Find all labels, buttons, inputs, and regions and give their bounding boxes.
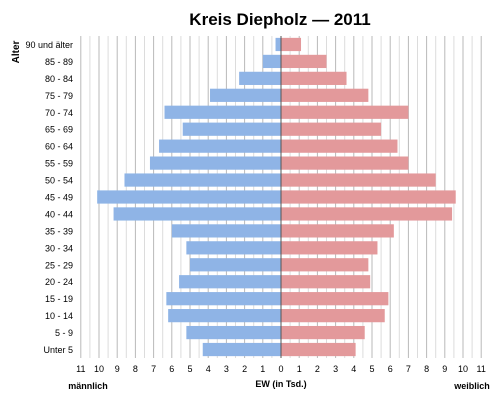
right-side-label: weiblich xyxy=(453,381,490,391)
bar-weiblich-17 xyxy=(281,325,365,340)
category-label: 25 - 29 xyxy=(45,260,73,270)
bar-maennlich-0 xyxy=(275,37,281,52)
x-tick-label: 7 xyxy=(406,364,411,374)
x-tick-label: 11 xyxy=(477,364,486,374)
category-label: 30 - 34 xyxy=(45,243,73,253)
left-side-label: männlich xyxy=(68,381,108,391)
x-tick-label: 6 xyxy=(388,364,393,374)
category-label: 85 - 89 xyxy=(45,57,73,67)
bar-weiblich-3 xyxy=(281,88,369,102)
x-tick-label: 1 xyxy=(297,364,302,374)
bar-weiblich-14 xyxy=(281,275,371,289)
bar-weiblich-7 xyxy=(281,156,409,170)
bar-maennlich-15 xyxy=(166,292,281,306)
bar-maennlich-11 xyxy=(171,224,281,238)
bar-weiblich-8 xyxy=(281,173,436,187)
x-tick-label: 3 xyxy=(333,364,338,374)
x-tick-label: 3 xyxy=(224,364,229,374)
x-tick-label: 4 xyxy=(351,364,356,374)
bar-weiblich-16 xyxy=(281,309,385,323)
category-label: Unter 5 xyxy=(43,345,73,355)
bar-weiblich-15 xyxy=(281,292,389,306)
bar-weiblich-13 xyxy=(281,258,369,272)
bar-weiblich-9 xyxy=(281,190,456,204)
x-tick-label: 10 xyxy=(94,364,104,374)
bar-maennlich-1 xyxy=(262,54,281,69)
category-label: 80 - 84 xyxy=(45,74,73,84)
x-tick-label: 8 xyxy=(133,364,138,374)
bar-weiblich-5 xyxy=(281,122,382,136)
bar-weiblich-6 xyxy=(281,139,398,153)
category-label: 70 - 74 xyxy=(45,108,73,118)
x-tick-label: 5 xyxy=(187,364,192,374)
x-tick-label: 1 xyxy=(260,364,265,374)
x-tick-label: 2 xyxy=(315,364,320,374)
bar-maennlich-10 xyxy=(113,207,281,221)
bar-weiblich-11 xyxy=(281,224,394,238)
bar-maennlich-13 xyxy=(190,258,281,272)
y-axis-label: Alter xyxy=(11,41,22,64)
x-tick-label: 7 xyxy=(151,364,156,374)
category-label: 20 - 24 xyxy=(45,277,73,287)
category-label: 55 - 59 xyxy=(45,159,73,169)
bar-maennlich-8 xyxy=(124,173,281,187)
bar-weiblich-0 xyxy=(281,37,302,52)
bars xyxy=(97,37,456,357)
category-labels: 90 und älter 85 - 89 80 - 84 75 - 79 70 - 74… xyxy=(25,40,73,355)
x-tick-label: 11 xyxy=(76,364,85,374)
x-tick-label: 2 xyxy=(242,364,247,374)
x-tick-label: 0 xyxy=(278,364,283,374)
bar-maennlich-12 xyxy=(186,241,281,255)
bar-maennlich-14 xyxy=(179,275,281,289)
category-label: 60 - 64 xyxy=(45,142,73,152)
x-tick-label: 9 xyxy=(115,364,120,374)
category-label: 45 - 49 xyxy=(45,193,73,203)
bar-weiblich-18 xyxy=(281,342,356,357)
bar-weiblich-1 xyxy=(281,54,327,69)
category-label: 35 - 39 xyxy=(45,226,73,236)
category-label: 50 - 54 xyxy=(45,176,73,186)
bar-maennlich-2 xyxy=(239,71,281,85)
bar-maennlich-16 xyxy=(168,309,281,323)
x-tick-labels: 11 10 9 8 7 6 5 4 3 2 1 0 1 2 3 4 5 6 7 8 9 10 11 xyxy=(76,364,486,374)
x-tick-label: 5 xyxy=(369,364,374,374)
bar-maennlich-17 xyxy=(186,325,281,340)
bar-maennlich-9 xyxy=(97,190,282,204)
x-tick-label: 8 xyxy=(424,364,429,374)
category-label: 5 - 9 xyxy=(55,328,73,338)
x-tick-label: 4 xyxy=(206,364,211,374)
x-tick-label: 6 xyxy=(169,364,174,374)
bar-maennlich-6 xyxy=(159,139,281,153)
category-label: 65 - 69 xyxy=(45,125,73,135)
category-label: 15 - 19 xyxy=(45,294,73,304)
x-tick-label: 10 xyxy=(458,364,468,374)
bar-maennlich-5 xyxy=(182,122,281,136)
bar-maennlich-3 xyxy=(210,88,281,102)
x-tick-label: 9 xyxy=(442,364,447,374)
bar-maennlich-4 xyxy=(164,105,281,119)
bar-weiblich-12 xyxy=(281,241,378,255)
bar-maennlich-18 xyxy=(202,342,281,357)
bar-maennlich-7 xyxy=(149,156,281,170)
bar-weiblich-2 xyxy=(281,71,347,85)
chart-title: Kreis Diepholz — 2011 xyxy=(189,10,370,29)
category-label: 75 - 79 xyxy=(45,91,73,101)
bar-weiblich-4 xyxy=(281,105,409,119)
bar-weiblich-10 xyxy=(281,207,453,221)
x-axis-label: EW (in Tsd.) xyxy=(255,379,306,389)
category-label: 90 und älter xyxy=(25,40,73,50)
category-label: 40 - 44 xyxy=(45,209,73,219)
category-label: 10 - 14 xyxy=(45,311,73,321)
